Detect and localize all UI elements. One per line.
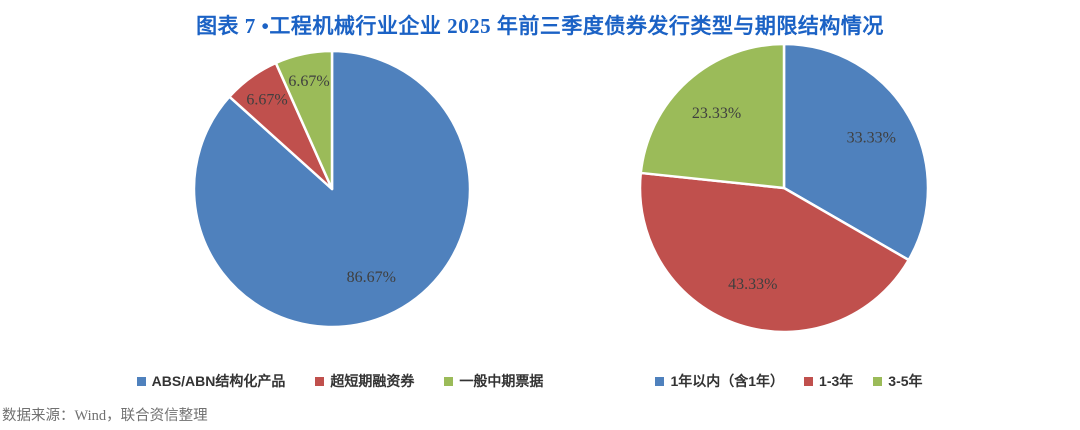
figure-title: 图表 7 •工程机械行业企业 2025 年前三季度债券发行类型与期限结构情况: [196, 14, 884, 38]
pie-slice-2: [639, 42, 786, 190]
legend-item-1-3y: 1-3年: [804, 371, 853, 391]
legend-item-abs-abn: ABS/ABN结构化产品: [136, 371, 286, 391]
legend-item-scp: 超短期融资券: [315, 371, 414, 391]
pie-slice-1: [638, 171, 910, 334]
legend-label: 1年以内（含1年）: [670, 373, 785, 389]
pie-slice-0: [782, 42, 930, 262]
legend-swatch-blue: [655, 376, 665, 386]
legend-label: 超短期融资券: [330, 373, 415, 389]
legend-label: ABS/ABN结构化产品: [151, 373, 286, 389]
legend-label: 1-3年: [819, 373, 854, 389]
legend-item-3-5y: 3-5年: [873, 371, 923, 391]
pie-data-label: 43.33%: [728, 276, 777, 293]
pie-chart-bond-issuance-type: 86.67% 6.67%6.67%: [192, 49, 472, 329]
legend-item-within-1y: 1年以内（含1年）: [655, 371, 784, 391]
pie-data-label: 86.67%: [347, 269, 396, 286]
legend-label: 一般中期票据: [459, 373, 544, 389]
legend-swatch-red: [804, 376, 814, 386]
legend-bond-maturity: 1年以内（含1年） 1-3年 3-5年: [624, 371, 954, 391]
pie-data-label: 33.33%: [847, 130, 896, 147]
legend-swatch-green: [873, 376, 883, 386]
legend-label: 3-5年: [888, 373, 923, 389]
legend-bond-issuance-type: ABS/ABN结构化产品 超短期融资券 一般中期票据: [70, 371, 610, 391]
legend-swatch-green: [444, 376, 454, 386]
legend-swatch-red: [315, 376, 325, 386]
pie-data-label: 6.67%: [288, 73, 329, 90]
pie-data-label: 23.33%: [692, 105, 741, 122]
pie-data-label: 6.67%: [246, 92, 287, 109]
pie-chart-bond-maturity: 33.33% 43.33% 23.33%: [638, 42, 930, 334]
data-source-note: 数据来源：Wind，联合资信整理: [2, 408, 208, 424]
legend-item-mtn: 一般中期票据: [444, 371, 543, 391]
pie-slice-2: [274, 49, 334, 191]
legend-swatch-blue: [136, 376, 146, 386]
